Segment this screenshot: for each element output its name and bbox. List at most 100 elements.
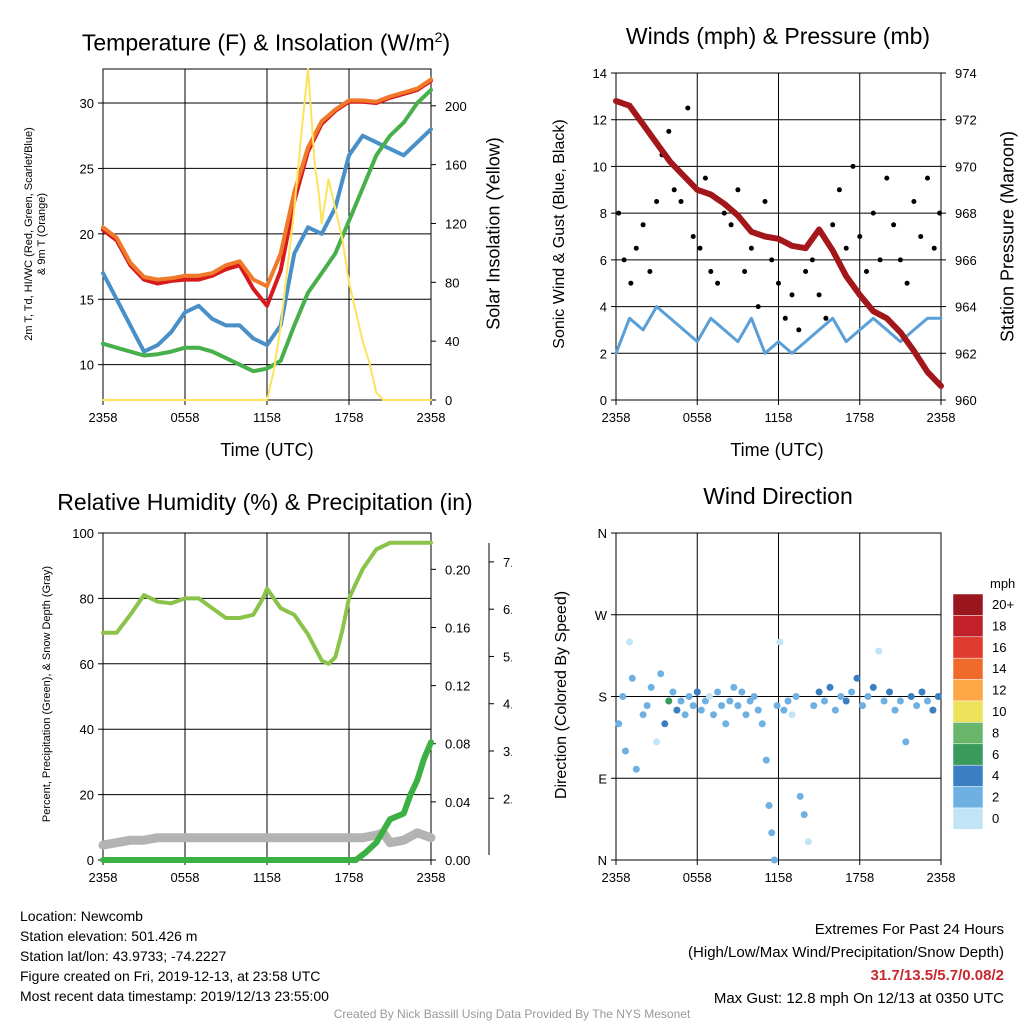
direction-point xyxy=(681,711,689,719)
direction-point xyxy=(665,697,673,705)
rh-xtick-label: 1158 xyxy=(253,870,281,885)
direction-point xyxy=(685,693,693,700)
extremes-subheading: (High/Low/Max Wind/Precipitation/Snow De… xyxy=(688,944,1004,961)
colorbar-label: 16 xyxy=(992,640,1006,655)
direction-point xyxy=(780,706,788,714)
direction-point xyxy=(746,697,754,705)
direction-point xyxy=(710,711,717,719)
direction-point xyxy=(864,693,872,700)
winds-xtick-label: 2358 xyxy=(602,410,631,425)
colorbar-label: 2 xyxy=(992,790,999,805)
gust-point xyxy=(897,257,903,263)
direction-point xyxy=(896,697,904,705)
gust-point xyxy=(762,199,768,204)
gust-point xyxy=(796,327,802,333)
direction-ytick-label: N xyxy=(598,526,607,541)
precip-y2tick-label: 0.16 xyxy=(445,620,470,635)
series-station-pressure xyxy=(613,98,944,389)
gust-point xyxy=(925,175,930,181)
extremes-values: 31.7/13.5/5.7/0.08/2 xyxy=(870,967,1004,984)
temperature-yaxis-label-line1: 2m T, Td, HI/WC (Red, Green, Scarlet/Blu… xyxy=(23,127,35,341)
winds-ytick-label: 8 xyxy=(600,206,607,221)
gust-point xyxy=(870,210,876,216)
direction-point xyxy=(714,688,722,696)
direction-point xyxy=(762,756,770,764)
direction-point xyxy=(934,693,942,700)
direction-point xyxy=(693,688,701,696)
rh-xtick-label: 2358 xyxy=(417,870,446,885)
direction-point xyxy=(800,811,808,819)
direction-point xyxy=(722,720,730,728)
rh-ytick-label: 60 xyxy=(80,657,94,672)
direction-point xyxy=(848,688,856,696)
winds-ytick-label: 12 xyxy=(593,113,607,128)
gust-point xyxy=(666,128,672,134)
direction-point xyxy=(628,674,636,682)
gust-point xyxy=(877,257,883,263)
gust-point xyxy=(755,304,761,310)
colorbar-swatch xyxy=(952,764,984,787)
precip-y2tick-label: 0.20 xyxy=(445,562,470,577)
direction-point xyxy=(689,702,697,710)
gust-point xyxy=(690,234,696,239)
location-text: Location: Newcomb xyxy=(20,908,143,924)
direction-point xyxy=(821,697,828,705)
gust-point xyxy=(830,222,836,228)
winds-xtick-label: 1758 xyxy=(845,410,874,425)
colorbar-label: 12 xyxy=(992,683,1006,698)
colorbar-label: 6 xyxy=(992,747,999,762)
rh-ytick-label: 0 xyxy=(87,853,94,868)
direction-point xyxy=(697,706,705,714)
winds-xtick-label: 1158 xyxy=(765,410,793,425)
gust-point xyxy=(633,245,639,251)
colorbar-label: 8 xyxy=(992,725,999,740)
colorbar-swatch xyxy=(952,700,984,723)
snow-depth-y2tick-label: 3.0 xyxy=(503,744,512,759)
direction-point xyxy=(842,697,850,705)
direction-point xyxy=(730,683,738,691)
insolation-y2tick-label: 120 xyxy=(445,216,467,231)
direction-point xyxy=(913,702,921,710)
pressure-y2tick-label: 968 xyxy=(955,206,977,221)
series-relative-humidity xyxy=(101,540,433,666)
station-info: Location: Newcomb Station elevation: 501… xyxy=(20,906,329,1006)
insolation-y2tick-label: 80 xyxy=(445,275,459,290)
precip-y2tick-label: 0.04 xyxy=(445,795,470,810)
direction-yaxis-label: Direction (Colored By Speed) xyxy=(553,590,570,800)
gust-point xyxy=(647,269,653,274)
extremes-block: Extremes For Past 24 Hours (High/Low/Max… xyxy=(688,918,1004,1010)
colorbar-swatch xyxy=(952,807,984,830)
colorbar-swatch xyxy=(952,743,984,766)
direction-xtick-label: 0558 xyxy=(683,870,712,885)
direction-point xyxy=(750,693,758,700)
winds-ytick-label: 10 xyxy=(593,159,607,174)
pressure-y2tick-label: 962 xyxy=(955,346,977,361)
colorbar-label: 0 xyxy=(992,811,999,826)
recent-data-text: Most recent data timestamp: 2019/12/13 2… xyxy=(20,988,329,1004)
gust-point xyxy=(937,210,943,216)
series-solar-insolation xyxy=(102,68,432,401)
gust-point xyxy=(640,222,646,228)
direction-point xyxy=(669,688,677,696)
direction-point xyxy=(758,720,766,728)
direction-point xyxy=(661,720,669,728)
pressure-y2tick-label: 966 xyxy=(955,253,977,268)
direction-point xyxy=(673,706,681,714)
temperature-panel-title: Temperature (F) & Insolation (W/m2) xyxy=(81,29,451,56)
gust-point xyxy=(891,222,897,228)
direction-point xyxy=(886,688,893,696)
gust-point xyxy=(735,187,741,193)
direction-point xyxy=(734,702,742,710)
gust-point xyxy=(918,234,924,239)
direction-point xyxy=(929,706,937,714)
colorbar-label: 20+ xyxy=(992,597,1014,612)
gust-point xyxy=(702,175,708,181)
direction-xtick-label: 2358 xyxy=(602,870,631,885)
direction-point xyxy=(765,802,773,809)
insolation-y2tick-label: 40 xyxy=(445,334,459,349)
gust-point xyxy=(697,245,703,251)
winds-xaxis-label: Time (UTC) xyxy=(730,440,824,460)
gust-point xyxy=(728,222,734,228)
gust-point xyxy=(782,315,788,321)
